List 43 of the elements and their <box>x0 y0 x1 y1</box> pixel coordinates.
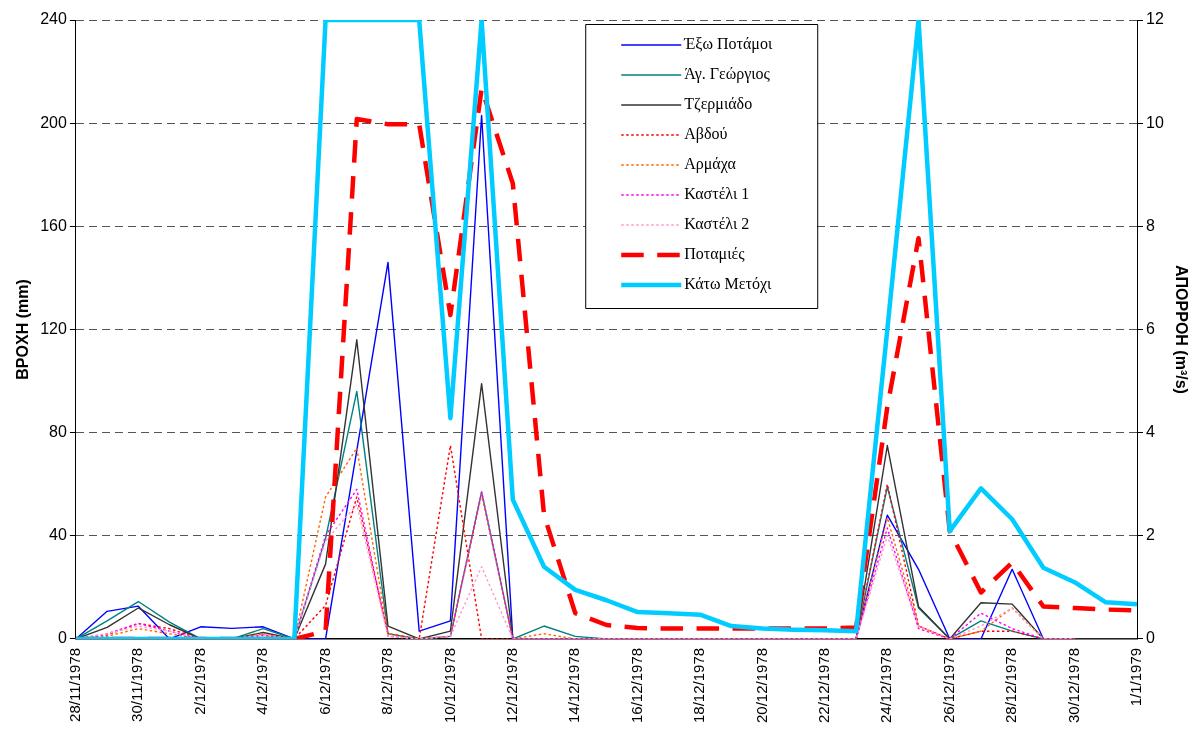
y2-tick-label: 12 <box>1146 10 1164 28</box>
x-tick-label: 26/12/1978 <box>939 647 957 723</box>
x-tick-label: 30/11/1978 <box>128 647 146 722</box>
x-tick-label: 30/12/1978 <box>1064 647 1082 723</box>
y2-tick-label: 0 <box>1146 629 1155 647</box>
legend-label: Άγ. Γεώργιος <box>684 65 771 84</box>
x-tick-label: 8/12/1978 <box>378 647 396 715</box>
y-tick-label: 0 <box>57 629 67 647</box>
legend-label: Αβδού <box>684 125 728 144</box>
legend-label: Ποταμιές <box>684 245 746 264</box>
y2-tick-label: 10 <box>1146 113 1164 131</box>
x-tick-label: 4/12/1978 <box>253 647 271 715</box>
legend-label: Έξω Ποτάμοι <box>683 35 773 54</box>
y2-tick-label: 4 <box>1146 423 1155 441</box>
y2-tick-label: 6 <box>1146 319 1155 337</box>
y-tick-label: 80 <box>49 423 67 441</box>
x-tick-label: 6/12/1978 <box>315 647 333 715</box>
x-tick-label: 24/12/1978 <box>877 647 895 723</box>
x-tick-label: 12/12/1978 <box>502 647 520 723</box>
x-tick-label: 22/12/1978 <box>815 647 833 723</box>
y2-axis-title: ΑΠΟΡΡΟΗ (m³/s) <box>1172 265 1190 394</box>
x-tick-label: 16/12/1978 <box>627 647 645 723</box>
x-tick-label: 18/12/1978 <box>690 647 708 723</box>
y2-tick-label: 8 <box>1146 216 1155 234</box>
legend-label: Καστέλι 1 <box>684 185 750 203</box>
x-tick-label: 28/12/1978 <box>1002 647 1020 723</box>
x-tick-label: 20/12/1978 <box>752 647 770 723</box>
y2-tick-label: 2 <box>1146 526 1155 544</box>
x-tick-label: 28/11/1978 <box>66 647 84 722</box>
x-tick-label: 10/12/1978 <box>440 647 458 723</box>
x-tick-label: 2/12/1978 <box>190 647 208 715</box>
x-tick-label: 14/12/1978 <box>565 647 583 723</box>
y-tick-label: 200 <box>40 113 67 131</box>
y-axis-title: ΒΡΟΧΗ (mm) <box>14 279 32 380</box>
x-tick-label: 1/1/1979 <box>1127 647 1145 707</box>
y-tick-label: 120 <box>40 319 67 337</box>
legend-label: Κάτω Μετόχι <box>684 275 773 294</box>
y-tick-label: 40 <box>49 526 67 544</box>
y-tick-label: 240 <box>40 10 67 28</box>
legend-label: Καστέλι 2 <box>684 215 750 233</box>
y-tick-label: 160 <box>40 216 67 234</box>
legend-label: Αρμάχα <box>684 155 737 174</box>
legend-label: Τζερμιάδο <box>684 95 753 114</box>
